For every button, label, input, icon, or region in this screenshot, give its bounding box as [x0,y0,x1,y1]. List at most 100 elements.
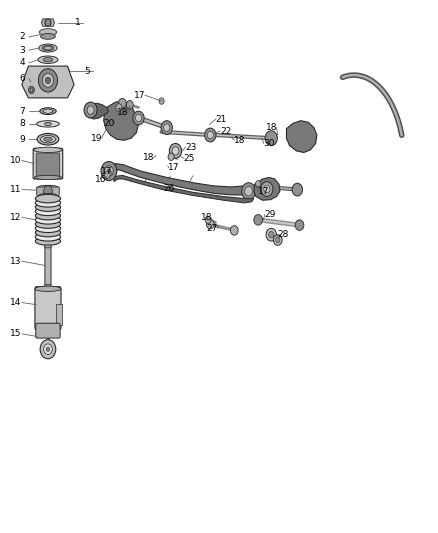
Text: 17: 17 [101,166,113,175]
Ellipse shape [35,228,60,237]
Ellipse shape [43,58,53,62]
Ellipse shape [35,175,61,180]
Text: 12: 12 [10,213,21,222]
Ellipse shape [35,207,60,216]
Circle shape [63,68,69,75]
Circle shape [207,131,213,139]
FancyBboxPatch shape [37,187,59,196]
Ellipse shape [37,325,59,329]
Text: 19: 19 [91,134,102,143]
Ellipse shape [45,284,51,287]
Circle shape [161,120,173,134]
Ellipse shape [38,56,58,63]
Circle shape [133,111,144,125]
FancyBboxPatch shape [36,323,60,338]
Text: 20: 20 [104,119,115,128]
Text: 27: 27 [207,224,218,233]
Ellipse shape [34,147,62,152]
Polygon shape [88,103,109,119]
Text: 21: 21 [215,115,227,124]
Ellipse shape [39,193,57,198]
FancyBboxPatch shape [33,148,63,179]
Text: 6: 6 [19,74,25,83]
Circle shape [170,143,182,158]
Ellipse shape [35,220,60,228]
Circle shape [230,225,238,235]
Circle shape [264,185,270,193]
Text: 3: 3 [19,46,25,55]
Ellipse shape [44,137,52,141]
Circle shape [242,183,255,200]
Text: 18: 18 [265,123,277,132]
Circle shape [268,231,274,238]
Text: 8: 8 [19,119,25,128]
Ellipse shape [43,109,53,114]
Circle shape [172,147,179,155]
Circle shape [159,98,164,104]
Circle shape [84,102,97,118]
Circle shape [46,347,49,351]
Ellipse shape [41,135,55,143]
Text: 4: 4 [19,59,25,67]
Text: 16: 16 [95,174,106,183]
Ellipse shape [35,237,60,245]
Text: 15: 15 [10,329,21,338]
Text: 28: 28 [278,230,289,239]
Polygon shape [114,175,254,203]
Circle shape [265,131,277,146]
Polygon shape [104,164,251,195]
Circle shape [44,186,52,197]
Text: 18: 18 [201,213,212,222]
Circle shape [135,114,141,122]
Polygon shape [22,66,74,98]
Circle shape [45,19,51,26]
Ellipse shape [35,232,60,241]
Text: 9: 9 [19,135,25,144]
Ellipse shape [35,224,60,232]
Text: 11: 11 [10,185,21,194]
Ellipse shape [35,216,60,224]
Text: 18: 18 [117,108,128,117]
Text: 18: 18 [234,136,246,145]
Circle shape [40,340,56,359]
Text: 17: 17 [134,91,145,100]
Ellipse shape [39,29,57,36]
Text: 7: 7 [19,107,25,116]
Circle shape [116,104,122,111]
Ellipse shape [40,108,56,115]
Circle shape [266,228,276,241]
Text: 17: 17 [169,164,180,172]
Ellipse shape [35,286,61,292]
Circle shape [42,74,53,87]
Polygon shape [286,120,317,152]
Polygon shape [56,304,62,325]
Circle shape [44,344,52,354]
Polygon shape [254,177,280,200]
Circle shape [292,183,303,196]
Circle shape [118,99,126,108]
Text: 18: 18 [143,154,154,163]
Circle shape [104,171,110,179]
Circle shape [273,235,282,245]
Text: 2: 2 [19,33,25,42]
Circle shape [168,153,174,160]
Polygon shape [104,101,138,140]
Ellipse shape [45,46,51,50]
Ellipse shape [42,45,54,51]
Ellipse shape [41,34,55,39]
Ellipse shape [37,133,59,145]
Text: 26: 26 [163,183,175,192]
Text: 13: 13 [10,257,21,265]
Circle shape [205,128,216,142]
Ellipse shape [45,122,51,125]
Text: 23: 23 [185,143,196,152]
Circle shape [87,106,94,114]
Text: 1: 1 [74,18,81,27]
Circle shape [39,69,57,92]
Text: 25: 25 [184,154,195,163]
Text: 14: 14 [10,298,21,307]
Ellipse shape [37,120,59,127]
Circle shape [295,220,304,230]
Circle shape [205,216,211,223]
Text: 29: 29 [264,210,276,219]
